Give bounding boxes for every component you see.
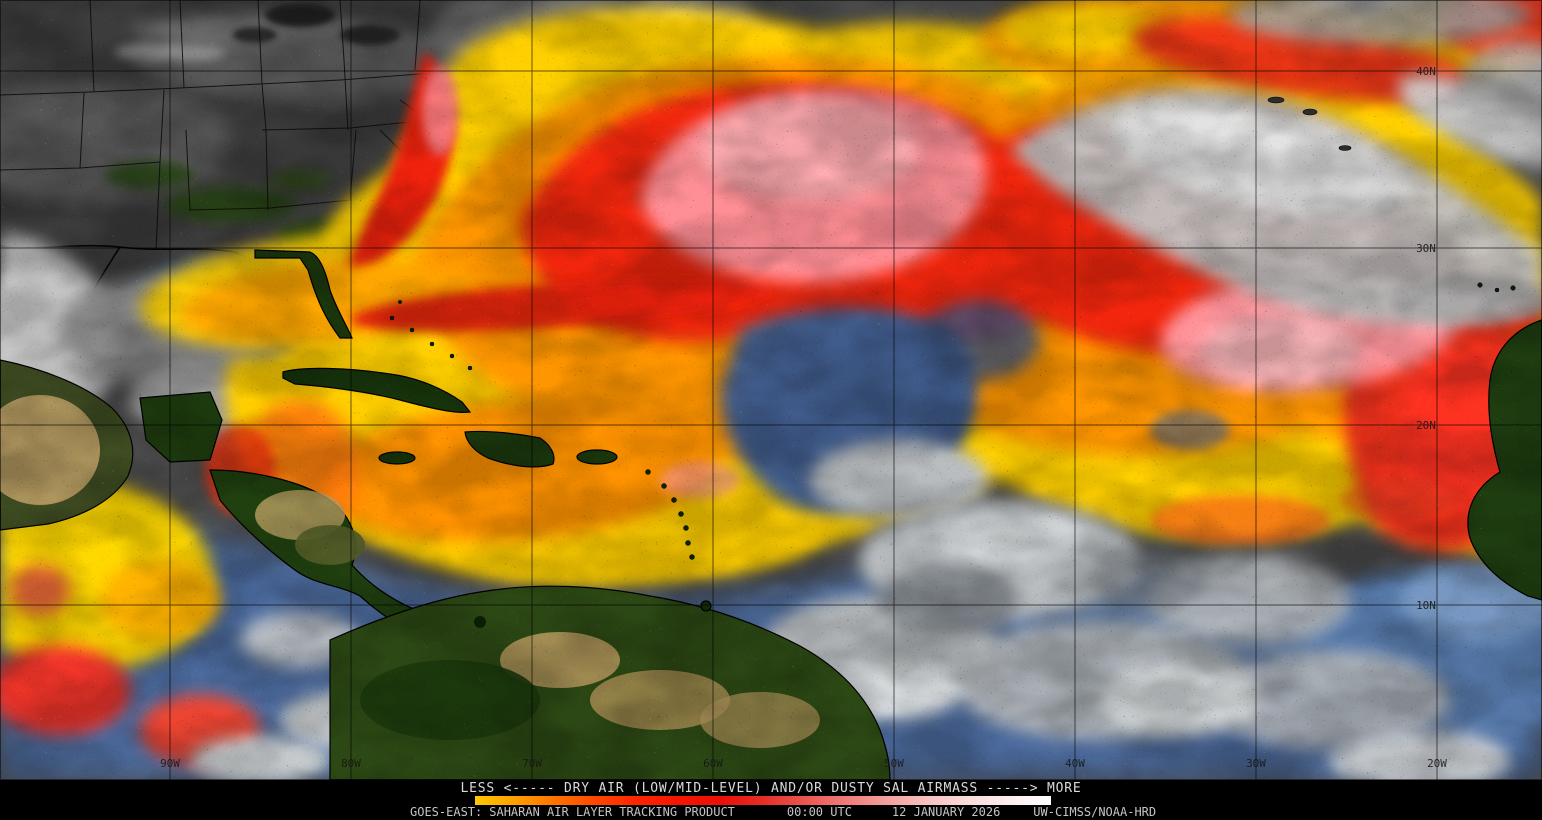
lat-label: 20N	[1416, 419, 1436, 432]
lon-label: 30W	[1246, 757, 1266, 770]
product-source: GOES-EAST:	[410, 805, 483, 819]
legend-text: LESS <----- DRY AIR (LOW/MID-LEVEL) AND/…	[460, 781, 1082, 796]
grid-labels: 90W 80W 70W 60W 50W 40W 30W 20W 40N 30N …	[160, 65, 1447, 770]
product-line: GOES-EAST: SAHARAN AIR LAYER TRACKING PR…	[410, 805, 1156, 819]
lon-label: 80W	[341, 757, 361, 770]
lon-label: 20W	[1427, 757, 1447, 770]
product-info-bar: LESS <----- DRY AIR (LOW/MID-LEVEL) AND/…	[0, 780, 1542, 820]
lon-label: 40W	[1065, 757, 1085, 770]
lat-label: 40N	[1416, 65, 1436, 78]
product-date: 12 JANUARY 2026	[891, 805, 1001, 819]
light-speckle-texture	[0, 0, 1542, 780]
product-time: 00:00 UTC	[786, 805, 852, 819]
lon-label: 90W	[160, 757, 180, 770]
product-name: SAHARAN AIR LAYER TRACKING PRODUCT	[489, 805, 735, 819]
satellite-map-canvas: 90W 80W 70W 60W 50W 40W 30W 20W 40N 30N …	[0, 0, 1542, 780]
product-credit: UW-CIMSS/NOAA-HRD	[1033, 805, 1157, 819]
lat-label: 10N	[1416, 599, 1436, 612]
lon-label: 50W	[884, 757, 904, 770]
sal-colorbar	[475, 796, 1051, 805]
lat-label: 30N	[1416, 242, 1436, 255]
satellite-map: 90W 80W 70W 60W 50W 40W 30W 20W 40N 30N …	[0, 0, 1542, 780]
grid-overlay	[0, 0, 1542, 780]
lon-label: 60W	[703, 757, 723, 770]
lon-label: 70W	[522, 757, 542, 770]
